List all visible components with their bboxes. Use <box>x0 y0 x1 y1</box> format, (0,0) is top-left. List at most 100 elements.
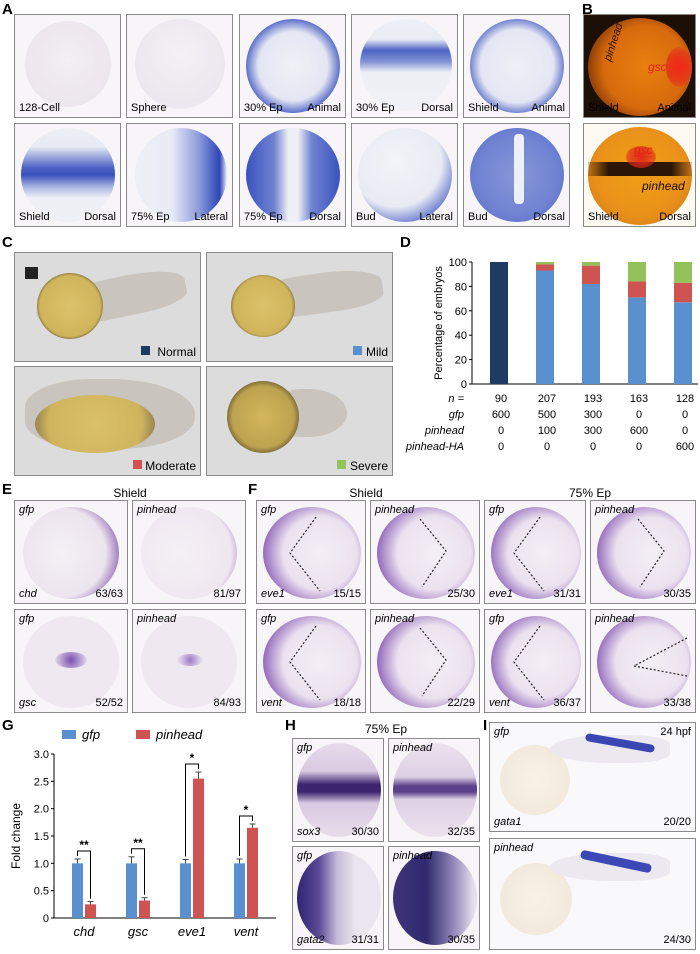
f-count: 36/37 <box>553 697 581 709</box>
c-swatch-normal <box>141 346 150 355</box>
b-top-right: Animal <box>657 102 691 114</box>
h-condition: gfp <box>297 742 313 754</box>
f-image-6: pinhead 22/29 <box>370 609 480 713</box>
d-table-cell: 600 <box>492 409 510 421</box>
i-count: 20/20 <box>663 816 691 828</box>
h-condition: gfp <box>297 850 313 862</box>
f-gene: vent <box>261 697 282 709</box>
d-table-cell: 0 <box>682 425 688 437</box>
g-y-axis-label: Fold change <box>9 803 23 869</box>
b-image-top: pinhead gsc Shield Animal <box>583 14 696 118</box>
h-condition: pinhead <box>393 850 433 862</box>
i-image-2: pinhead 24/30 <box>489 838 696 950</box>
g-significance-mark: * <box>244 803 249 817</box>
h-gene: gata2 <box>297 934 325 946</box>
d-bar-mild <box>674 302 692 384</box>
a-image-1: 128-Cell <box>14 14 121 118</box>
i-gene: gata1 <box>494 816 522 828</box>
a-image-7: 75% Ep Lateral <box>126 123 233 227</box>
c-swatch-severe <box>337 460 346 469</box>
f-count: 15/15 <box>333 588 361 600</box>
e-condition: gfp <box>19 613 35 625</box>
panel-letter-g: G <box>2 717 14 734</box>
g-y-tick-label: 0 <box>43 913 49 925</box>
a-image-6: Shield Dorsal <box>14 123 121 227</box>
g-legend-label: gfp <box>82 727 100 742</box>
c-image-mild: Mild <box>206 252 393 362</box>
i-count: 24/30 <box>663 934 691 946</box>
d-table-cell: 600 <box>676 441 694 453</box>
d-stacked-bar-chart: 0 20 40 60 80 100 Percentage of embryos n = 90 20… <box>405 257 698 453</box>
c-label: Severe <box>349 459 388 473</box>
g-significance-mark: ** <box>133 836 143 850</box>
d-y-tick-label: 0 <box>461 379 467 391</box>
e-image-4: pinhead 84/93 <box>132 609 246 713</box>
a-label-right: Dorsal <box>533 211 565 223</box>
c-swatch-mild <box>353 346 362 355</box>
d-bar-moderate <box>674 282 692 303</box>
panel-letter-b: B <box>582 1 593 18</box>
d-table-cell: 300 <box>584 409 602 421</box>
d-bar-mild <box>536 270 554 384</box>
g-category-label: vent <box>234 924 260 939</box>
f-image-2: pinhead 25/30 <box>370 500 480 604</box>
d-bar-severe <box>582 262 600 266</box>
f-condition: gfp <box>261 613 277 625</box>
b-bottom-gene1: gsc <box>634 143 653 157</box>
a-label-left: Shield <box>19 211 50 223</box>
g-significance-bracket <box>185 763 199 857</box>
g-fold-change-chart: 0 0.5 1.0 1.5 2.0 2.5 3.0 Fold change gfp pinhead… <box>9 727 276 939</box>
g-bar-pinhead <box>85 904 96 918</box>
f-image-8: pinhead 33/38 <box>590 609 696 713</box>
h-count: 30/30 <box>351 826 379 838</box>
d-bar-normal <box>490 262 508 384</box>
f-image-7: gfp vent 36/37 <box>484 609 586 713</box>
f-image-5: gfp vent 18/18 <box>256 609 366 713</box>
h-stage: 75% Ep <box>364 722 408 736</box>
b-image-bottom: gsc pinhead Shield Dorsal <box>583 123 696 227</box>
g-y-tick-label: 1.5 <box>34 831 49 843</box>
d-table-cell: 300 <box>584 425 602 437</box>
a-image-5: Shield Animal <box>463 14 570 118</box>
g-bar-pinhead <box>139 900 150 918</box>
a-label-left: 75% Ep <box>131 211 170 223</box>
g-y-tick-label: 3.0 <box>34 749 49 761</box>
f-count: 33/38 <box>663 697 691 709</box>
g-y-tick-label: 2.0 <box>34 804 49 816</box>
d-table-row-label: pinhead <box>424 425 465 437</box>
a-image-8: 75% Ep Dorsal <box>239 123 346 227</box>
g-bar-pinhead <box>247 827 258 918</box>
f-gene: vent <box>489 697 510 709</box>
h-condition: pinhead <box>393 742 433 754</box>
a-label-right: Lateral <box>194 211 228 223</box>
f-count: 31/31 <box>553 588 581 600</box>
g-significance-bracket <box>131 848 145 895</box>
d-bar-mild <box>628 297 646 384</box>
c-label: Moderate <box>145 459 196 473</box>
h-count: 31/31 <box>351 934 379 946</box>
d-table-row-label: pinhead-HA <box>405 441 464 453</box>
d-table-cell: 128 <box>676 393 694 405</box>
panel-letter-i: I <box>483 717 488 734</box>
d-table-cell: 90 <box>495 393 507 405</box>
panel-letter-d: D <box>400 234 411 251</box>
d-bar-moderate <box>628 281 646 298</box>
d-table-cell: 0 <box>498 441 504 453</box>
c-label: Mild <box>365 345 388 359</box>
a-label-left: Bud <box>468 211 488 223</box>
e-gene: chd <box>19 588 37 600</box>
a-label-left: 75% Ep <box>244 211 283 223</box>
f-image-1: gfp eve1 15/15 <box>256 500 366 604</box>
panel-letter-f: F <box>248 481 258 498</box>
d-bar-severe <box>536 262 554 265</box>
d-table-cell: 193 <box>584 393 602 405</box>
e-condition: gfp <box>19 504 35 516</box>
d-table-cell: 0 <box>636 441 642 453</box>
g-legend-swatch <box>136 730 150 739</box>
d-y-tick-label: 100 <box>449 257 467 269</box>
d-table-row-label: n = <box>448 393 464 405</box>
e-count: 63/63 <box>95 588 123 600</box>
e-condition: pinhead <box>137 613 177 625</box>
f-count: 18/18 <box>333 697 361 709</box>
d-table-cell: 600 <box>630 425 648 437</box>
